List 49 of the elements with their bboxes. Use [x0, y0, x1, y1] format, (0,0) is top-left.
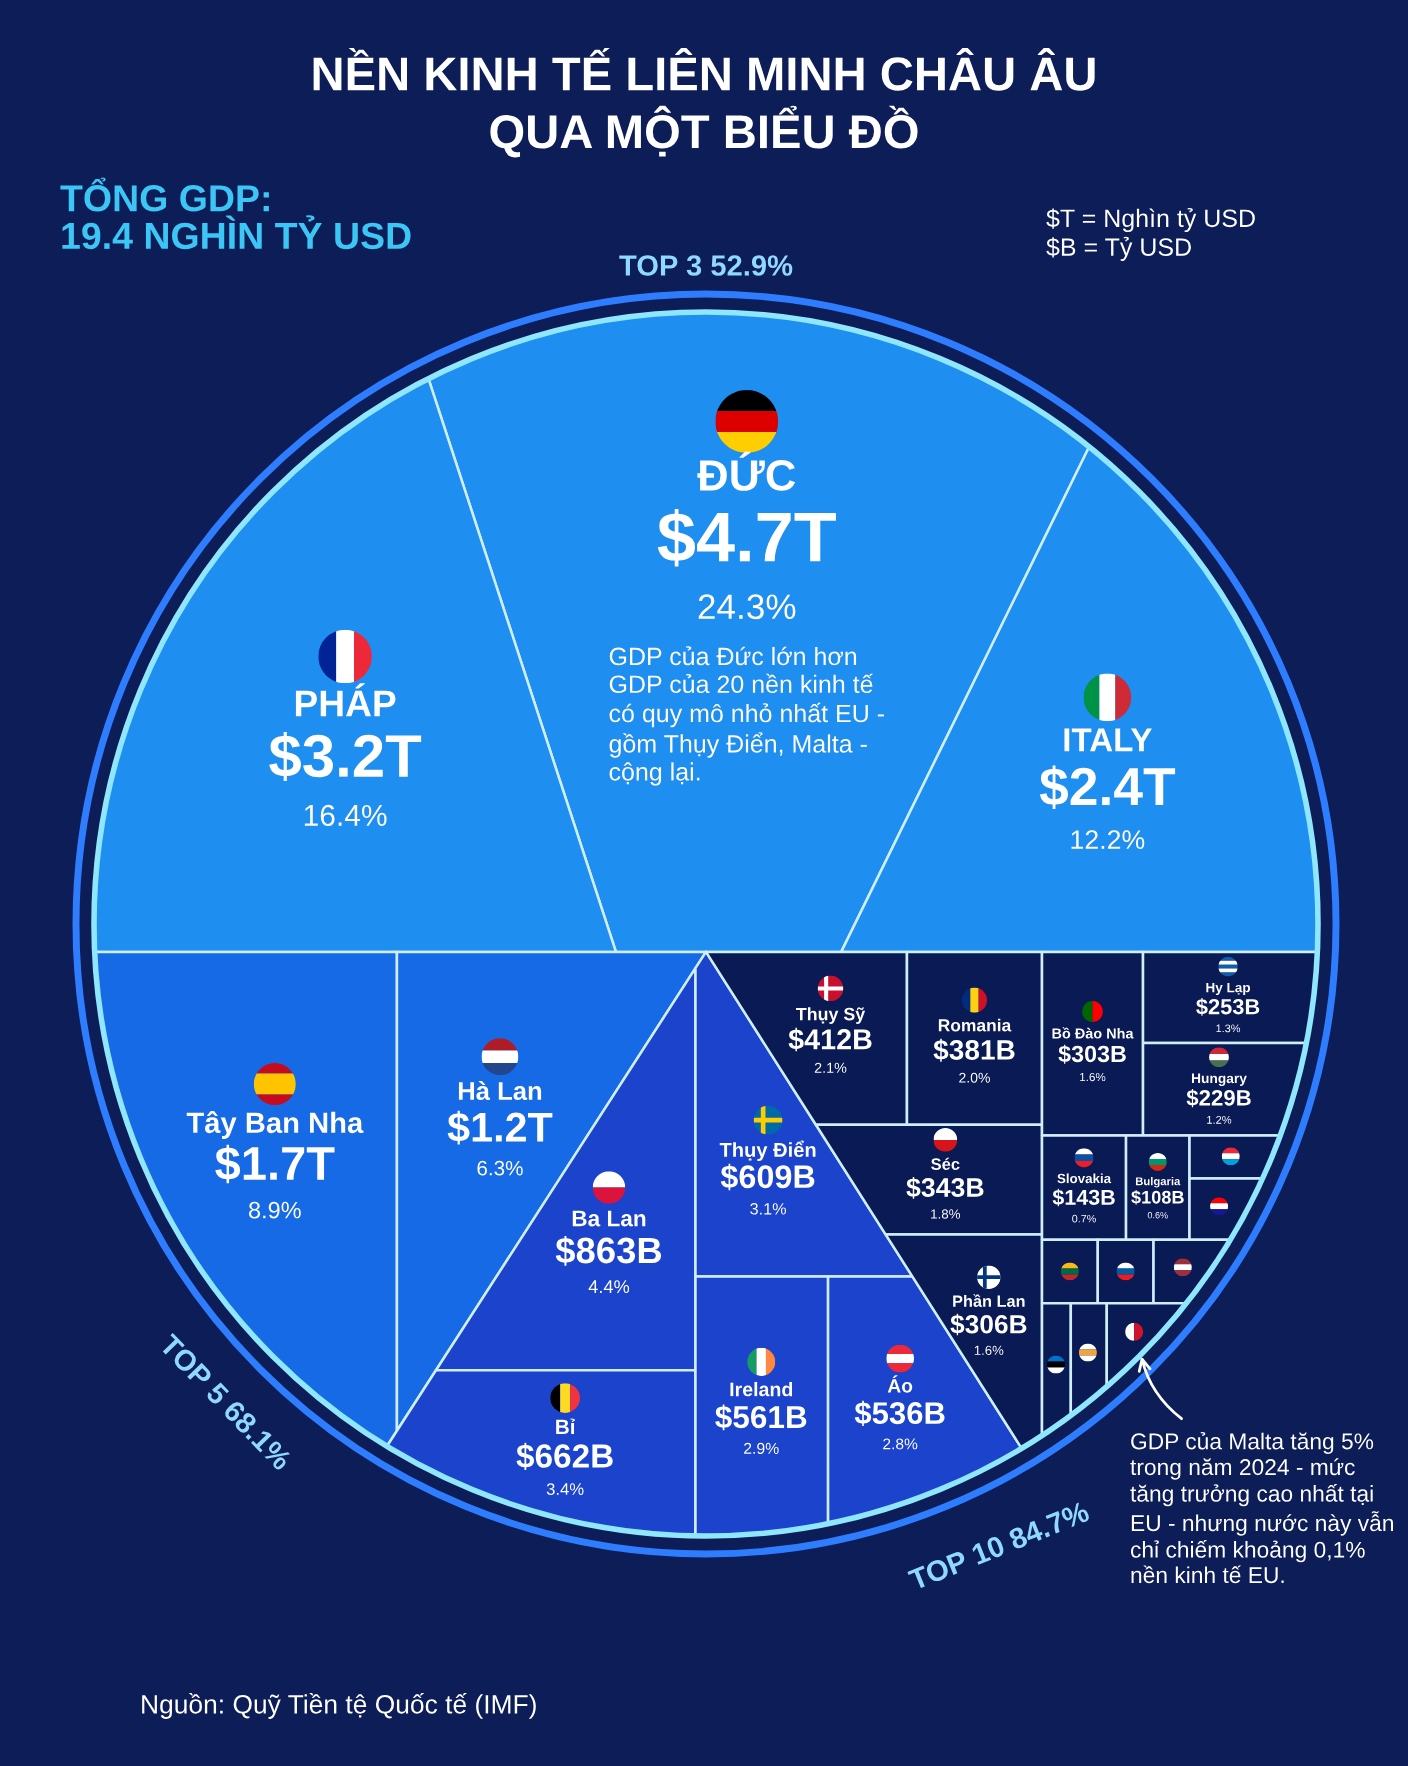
category-label: ĐỨC [697, 451, 796, 491]
data-label: $303B [1058, 1044, 1126, 1064]
data-label: $3.2T [269, 732, 422, 782]
data-label: 8.9% [249, 1201, 301, 1219]
text: TOP 10 84.7% [907, 1500, 1091, 1591]
data-label: 24.3% [698, 594, 796, 620]
category-label: Ireland [730, 1381, 793, 1397]
category-label: ITALY [1064, 728, 1152, 752]
data-label: $306B [950, 1313, 1027, 1336]
data-label: $108B [1131, 1189, 1184, 1205]
category-label: Áo [887, 1375, 913, 1393]
data-label: $4.7T [657, 509, 836, 567]
category-label: PHÁP [295, 683, 396, 717]
data-label: 3.1% [750, 1203, 786, 1215]
category-label: Hà Lan [458, 1081, 542, 1101]
data-label: $561B [715, 1404, 807, 1431]
data-label: 4.4% [588, 1280, 630, 1293]
text: TỔNG GDP: 19.4 NGHÌN TỶ USD [60, 177, 411, 250]
category-label: Thụy Sỹ [796, 1007, 866, 1024]
data-label: $1.2T [447, 1110, 553, 1145]
data-label: $609B [720, 1163, 815, 1191]
data-label: $381B [933, 1038, 1015, 1062]
category-label: Ba Lan [572, 1210, 646, 1227]
data-label: 16.4% [304, 804, 387, 827]
text: NỀN KINH TẾ LIÊN MINH CHÂU ÂU QUA MỘT BIỂU ĐỒ [313, 47, 1095, 158]
data-label: 6.3% [477, 1160, 523, 1176]
category-label: Séc [931, 1157, 960, 1170]
category-label: Romania [938, 1018, 1012, 1032]
text: GDP của Đức lớn hơn GDP của 20 nền kinh tế có quy mô nhỏ nhất EU - gồm Thụy Điển, Malta - cộng lại. [609, 646, 884, 786]
data-label: $143B [1052, 1188, 1115, 1207]
data-label: 12.2% [1071, 830, 1145, 849]
category-label: Tây Ban Nha [186, 1111, 364, 1139]
data-label: $662B [516, 1442, 613, 1470]
text: $T = Nghìn tỷ USD $B = Tỷ USD [1046, 208, 1255, 261]
text: TOP 3 52.9% [619, 255, 793, 276]
category-label: Thụy Điển [719, 1140, 816, 1162]
category-label: Bỉ [556, 1418, 575, 1434]
text: GDP của Malta tăng 5% trong năm 2024 - mức tăng trưởng cao nhất tại EU - nhưng nước này vẫn chỉ chiếm khoảng 0,1% nền kinh tế EU. [1130, 1432, 1393, 1584]
data-label: $343B [906, 1176, 984, 1199]
data-label: $412B [788, 1027, 872, 1052]
data-label: $253B [1196, 998, 1260, 1016]
data-label: $229B [1186, 1089, 1251, 1108]
data-label: 3.4% [546, 1483, 584, 1495]
text: Nguồn: Quỹ Tiền tệ Quốc tế (IMF) [142, 1693, 536, 1719]
data-label: $2.4T [1039, 765, 1176, 810]
data-label: $1.7T [215, 1144, 335, 1184]
category-label: Phần Lan [953, 1294, 1025, 1307]
data-label: $863B [555, 1235, 662, 1266]
data-label: $536B [854, 1400, 945, 1427]
